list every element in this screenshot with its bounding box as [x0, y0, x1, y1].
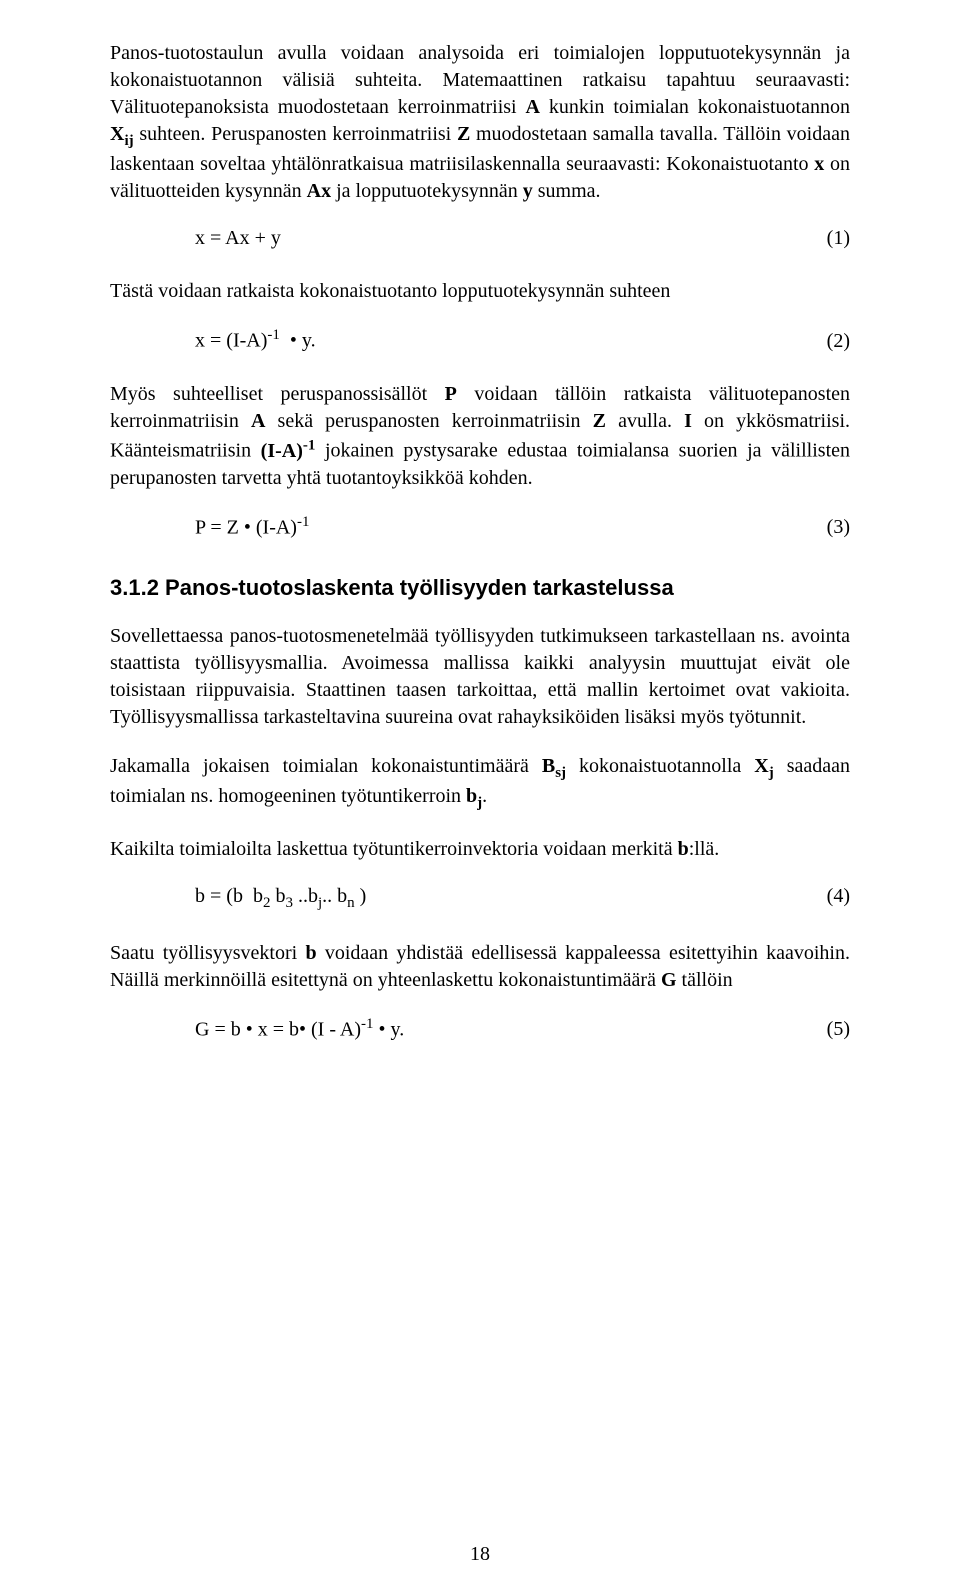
equation-4: b = (b b2 b3 ..bj.. bn ) (4) [110, 885, 850, 912]
paragraph-2: Tästä voidaan ratkaista kokonaistuotanto… [110, 278, 850, 305]
equation-3-number: (3) [817, 516, 850, 539]
equation-5-expr: G = b • x = b• (I - A)-1 • y. [110, 1016, 404, 1042]
equation-2-number: (2) [817, 330, 850, 353]
page-number: 18 [0, 1543, 960, 1566]
equation-3: P = Z • (I-A)-1 (3) [110, 514, 850, 540]
paragraph-3: Myös suhteelliset peruspanossisällöt P v… [110, 381, 850, 492]
equation-1-number: (1) [817, 227, 850, 250]
equation-3-expr: P = Z • (I-A)-1 [110, 514, 309, 540]
page: Panos-tuotostaulun avulla voidaan analys… [0, 0, 960, 1596]
paragraph-1: Panos-tuotostaulun avulla voidaan analys… [110, 40, 850, 205]
equation-5-number: (5) [817, 1018, 850, 1041]
equation-1: x = Ax + y (1) [110, 227, 850, 250]
paragraph-4: Sovellettaessa panos-tuotosmenetelmää ty… [110, 623, 850, 731]
paragraph-5: Jakamalla jokaisen toimialan kokonaistun… [110, 753, 850, 814]
paragraph-6: Kaikilta toimialoilta laskettua työtunti… [110, 836, 850, 863]
equation-5: G = b • x = b• (I - A)-1 • y. (5) [110, 1016, 850, 1042]
equation-1-expr: x = Ax + y [110, 227, 281, 250]
equation-2-expr: x = (I-A)-1 • y. [110, 327, 316, 353]
equation-4-number: (4) [817, 885, 850, 908]
equation-2: x = (I-A)-1 • y. (2) [110, 327, 850, 353]
section-heading-3-1-2: 3.1.2 Panos-tuotoslaskenta työllisyyden … [110, 575, 850, 601]
paragraph-7: Saatu työllisyysvektori b voidaan yhdist… [110, 940, 850, 994]
equation-4-expr: b = (b b2 b3 ..bj.. bn ) [110, 885, 366, 912]
